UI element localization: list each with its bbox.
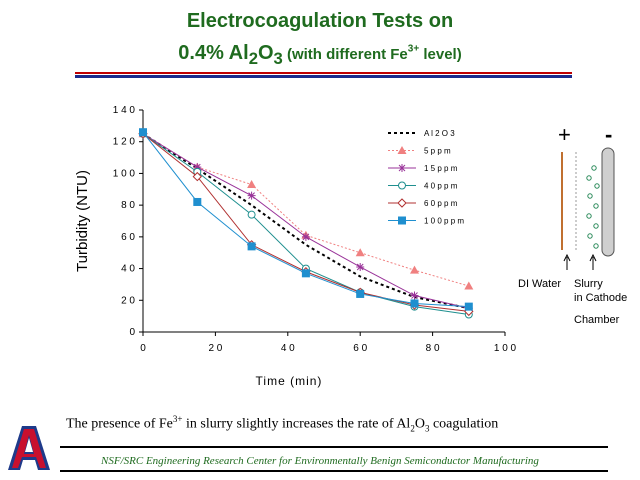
y-tick-label: 0 xyxy=(129,327,135,338)
footnote-part: coagulation xyxy=(429,416,499,432)
footnote-part: The presence of Fe xyxy=(66,416,173,432)
series-line-5 xyxy=(142,131,469,308)
title-rule-blue xyxy=(75,75,572,78)
y-tick-label: 8 0 xyxy=(121,200,135,211)
legend-label-5: 1 0 0 p p m xyxy=(424,217,464,226)
data-point-2-3 xyxy=(301,232,310,241)
subtitle-sup: 3+ xyxy=(407,43,420,55)
cathode-minus-sign: - xyxy=(605,122,612,147)
slurry-label-line3: Chamber xyxy=(574,314,620,326)
logo-fill xyxy=(12,429,46,468)
x-tick-label: 8 0 xyxy=(426,343,440,354)
subtitle-part: O xyxy=(257,42,274,64)
data-point-1-4 xyxy=(355,248,365,257)
x-tick-label: 0 xyxy=(140,343,146,354)
legend-marker-1 xyxy=(397,146,407,154)
legend-marker-2 xyxy=(398,164,406,172)
slurry-label-line1: Slurry xyxy=(574,278,603,290)
cell-diagram: + - DI Water Slurry in Cathode Chamber xyxy=(518,122,627,326)
data-point-5-1 xyxy=(193,197,202,206)
x-tick-label: 6 0 xyxy=(353,343,367,354)
data-point-4-1 xyxy=(192,171,203,182)
subtitle-part: 0.4% Al xyxy=(178,42,249,64)
subtitle-part: level) xyxy=(419,46,462,63)
series-line-4 xyxy=(142,133,469,312)
data-point-5-4 xyxy=(356,289,365,298)
data-point-2-1 xyxy=(193,163,202,172)
footer-rule-bottom xyxy=(60,470,608,472)
footnote-sub: 2 xyxy=(410,423,415,434)
data-point-2-4 xyxy=(356,262,365,271)
subtitle-part: (with different Fe xyxy=(282,46,408,63)
series-line-1 xyxy=(142,133,469,287)
y-tick-label: 1 2 0 xyxy=(113,137,136,148)
subtitle-sub: 2 xyxy=(248,49,258,68)
y-tick-label: 2 0 xyxy=(121,295,135,306)
slide-subtitle: 0.4% Al2O3 (with different Fe3+ level) xyxy=(0,42,640,69)
footnote-part: O xyxy=(414,416,425,432)
data-point-1-5 xyxy=(410,265,419,274)
data-point-5-5 xyxy=(410,299,419,308)
data-point-5-3 xyxy=(301,269,310,278)
di-water-label: DI Water xyxy=(518,278,561,290)
x-axis-label: Time (min) xyxy=(256,374,323,388)
legend-label-4: 6 0 p p m xyxy=(424,199,458,208)
y-tick-label: 6 0 xyxy=(121,232,135,243)
legend-marker-4 xyxy=(397,198,407,208)
data-point-5-2 xyxy=(247,242,256,251)
x-tick-label: 2 0 xyxy=(208,343,222,354)
series-line-2 xyxy=(142,133,469,309)
data-point-2-5 xyxy=(410,291,419,300)
slurry-label-line2: in Cathode xyxy=(574,292,627,304)
data-point-2-2 xyxy=(247,191,256,200)
legend-marker-5 xyxy=(398,216,406,225)
data-point-3-2 xyxy=(247,210,256,219)
series-line-0 xyxy=(142,132,470,310)
series-line-3 xyxy=(142,133,469,316)
cathode-electrode xyxy=(601,147,615,257)
legend-marker-3 xyxy=(398,181,406,190)
legend-label-1: 5 p p m xyxy=(424,147,451,156)
turbidity-chart: 0 2 0 4 0 6 0 8 0 1 0 0 1 2 0 1 4 0 0 2 0 4 0 6 0 8 … xyxy=(74,105,517,388)
footnote-sup: 3+ xyxy=(172,414,183,424)
subtitle-sub: 3 xyxy=(273,49,283,68)
x-tick-label: 4 0 xyxy=(281,343,295,354)
y-axis-label: Turbidity (NTU) xyxy=(74,170,91,272)
slurry-particles xyxy=(586,165,600,249)
legend-label-3: 4 0 p p m xyxy=(424,182,458,191)
footnote-sub: 3 xyxy=(424,423,430,434)
university-logo xyxy=(8,426,50,470)
legend-label-0: A l 2 O 3 xyxy=(424,129,455,138)
title-rule-red xyxy=(75,72,572,74)
y-tick-label: 4 0 xyxy=(121,264,135,275)
data-point-1-6 xyxy=(464,281,474,290)
slide-title: Electrocoagulation Tests on xyxy=(186,10,454,32)
data-point-5-0 xyxy=(139,128,147,137)
anode-plus-sign: + xyxy=(558,122,571,147)
x-tick-label: 1 0 0 xyxy=(494,343,517,354)
footnote-part: in slurry slightly increases the rate of… xyxy=(182,416,411,432)
footnote-text: The presence of Fe3+ in slurry slightly … xyxy=(66,414,498,433)
data-point-5-6 xyxy=(464,302,473,311)
footer-text: NSF/SRC Engineering Research Center for … xyxy=(101,455,539,467)
footer-rule-top xyxy=(60,446,608,448)
legend-label-2: 1 5 p p m xyxy=(424,164,458,173)
y-tick-label: 1 0 0 xyxy=(113,168,136,179)
y-tick-label: 1 4 0 xyxy=(113,105,136,116)
data-point-1-2 xyxy=(247,180,257,189)
